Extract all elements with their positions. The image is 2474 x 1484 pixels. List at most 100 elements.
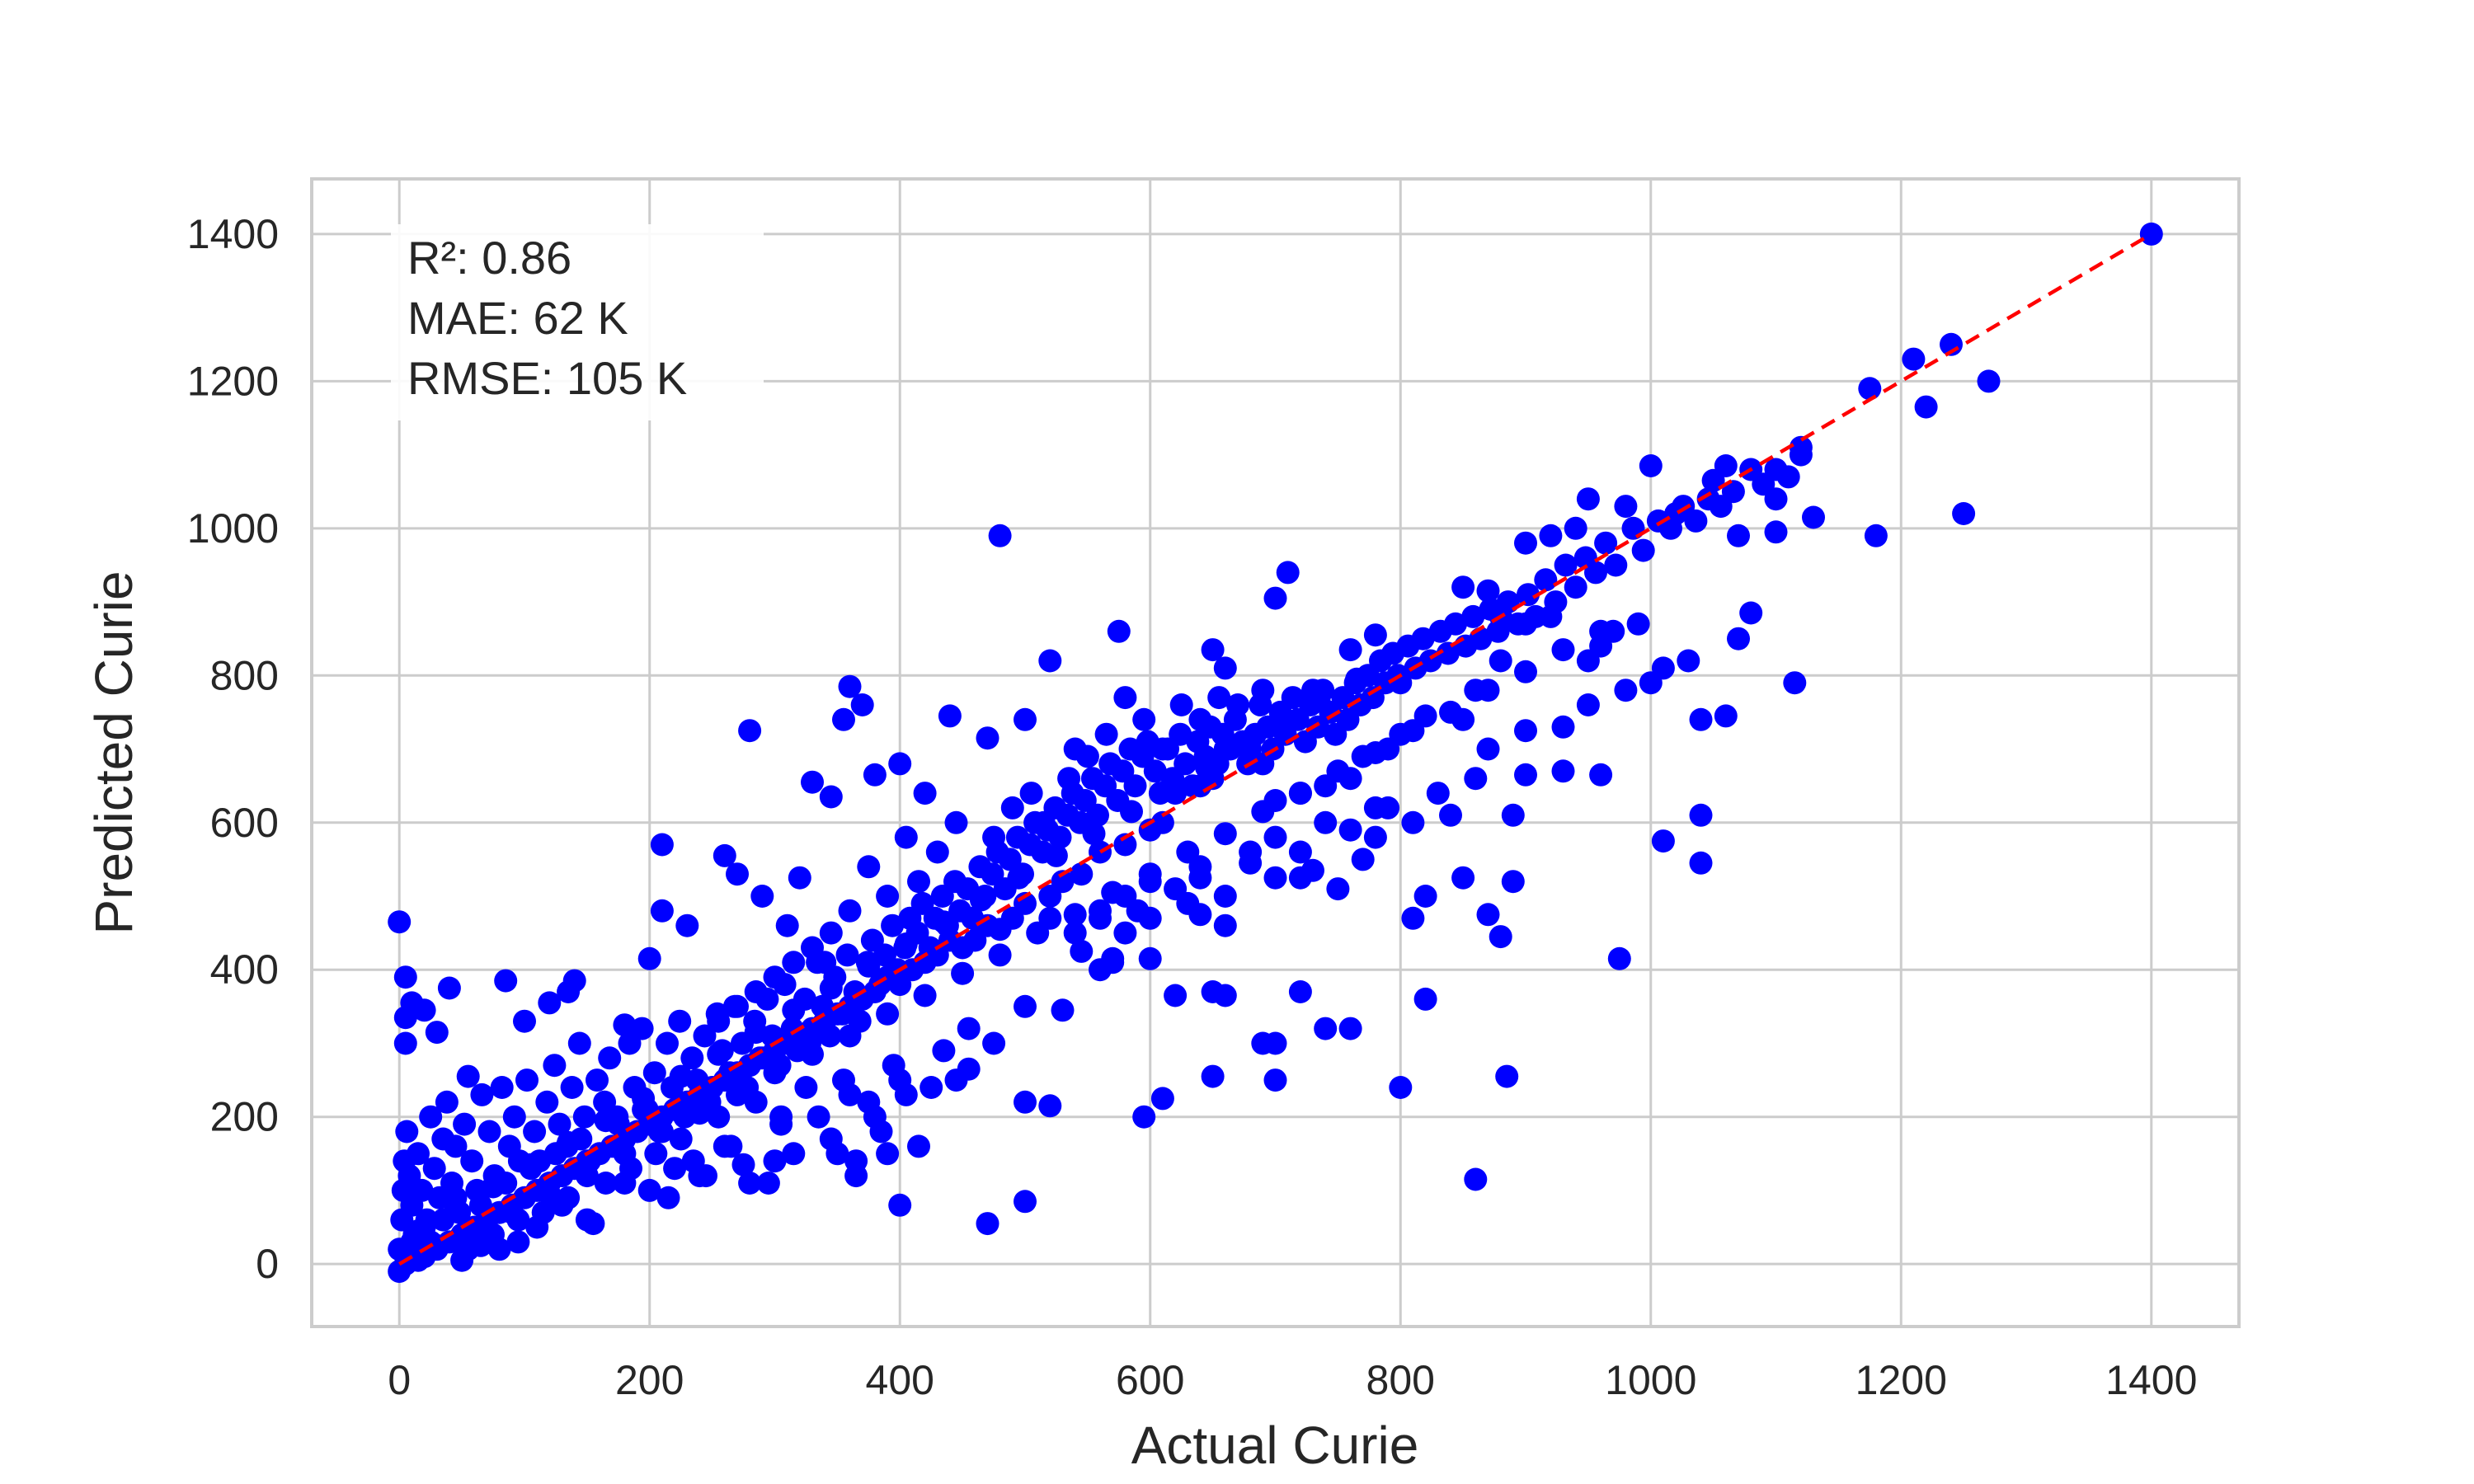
data-point — [1514, 719, 1537, 743]
data-point — [642, 1061, 666, 1085]
data-point — [838, 899, 862, 923]
data-point — [819, 976, 843, 1000]
data-point — [988, 943, 1012, 967]
data-point — [688, 1164, 712, 1188]
data-point — [1094, 722, 1118, 746]
data-point — [1164, 877, 1188, 901]
data-point — [572, 1105, 596, 1129]
data-point — [1639, 454, 1663, 477]
data-point — [1721, 480, 1745, 504]
data-point — [1089, 899, 1112, 923]
data-point — [519, 1157, 543, 1181]
data-point — [707, 1042, 731, 1066]
data-point — [523, 1120, 547, 1144]
data-point — [738, 719, 762, 743]
data-point — [1589, 763, 1613, 787]
data-point — [1032, 810, 1056, 834]
data-point — [1684, 509, 1708, 533]
x-tick-label: 1200 — [1856, 1357, 1947, 1403]
data-point — [1195, 755, 1218, 779]
data-point — [1464, 1167, 1488, 1191]
data-point — [1436, 641, 1460, 665]
data-point — [1007, 866, 1031, 890]
data-point — [744, 980, 768, 1003]
data-point — [693, 1024, 717, 1048]
r2-metric: R²: 0.86 — [407, 232, 571, 284]
data-point — [811, 994, 835, 1018]
data-point — [407, 1248, 430, 1272]
data-point — [525, 1215, 549, 1239]
data-point — [487, 1237, 511, 1261]
data-point — [1138, 946, 1162, 970]
data-point — [680, 1046, 704, 1070]
data-point — [1051, 998, 1075, 1022]
data-point — [598, 1046, 622, 1070]
data-point — [1858, 377, 1882, 401]
data-point — [1604, 553, 1628, 577]
data-point — [1181, 774, 1205, 798]
data-point — [644, 1142, 668, 1166]
data-point — [801, 936, 824, 960]
data-point — [1401, 906, 1425, 930]
data-point — [1138, 862, 1162, 886]
data-point — [444, 1186, 468, 1209]
rmse-metric: RMSE: 105 K — [407, 352, 687, 404]
data-point — [1564, 516, 1587, 540]
data-point — [1802, 505, 1825, 529]
data-point — [1038, 885, 1062, 908]
data-point — [1914, 395, 1938, 419]
data-point — [663, 1157, 687, 1181]
data-point — [726, 862, 749, 886]
data-point — [1554, 553, 1578, 577]
data-point — [1631, 538, 1655, 562]
data-point — [1413, 987, 1437, 1011]
data-point — [1063, 921, 1087, 945]
data-point — [1501, 803, 1525, 827]
data-point — [819, 921, 843, 945]
data-point — [825, 1142, 849, 1166]
data-point — [888, 752, 912, 776]
data-point — [1476, 579, 1500, 603]
data-point — [1338, 1017, 1362, 1040]
data-point — [957, 1017, 981, 1040]
data-point — [1401, 810, 1425, 834]
data-point — [613, 1172, 637, 1195]
data-point — [1014, 994, 1037, 1018]
data-point — [1086, 803, 1109, 827]
data-point — [1621, 516, 1645, 540]
data-point — [1363, 623, 1387, 647]
data-point — [669, 1127, 693, 1151]
data-point — [763, 1149, 787, 1173]
data-point — [1727, 524, 1750, 547]
data-point — [726, 994, 749, 1018]
grid-lines — [312, 179, 2239, 1327]
data-point — [1576, 649, 1600, 673]
data-point — [1476, 737, 1500, 761]
data-point — [419, 1105, 443, 1129]
data-point — [969, 888, 993, 912]
data-point — [1495, 1064, 1519, 1088]
data-point — [1174, 752, 1197, 776]
y-tick-label: 800 — [210, 652, 279, 698]
data-point — [794, 1076, 818, 1099]
data-point — [586, 1068, 609, 1092]
data-point — [1201, 1064, 1225, 1088]
reference-line — [398, 232, 2152, 1266]
data-point — [569, 1127, 593, 1151]
data-points — [388, 222, 2163, 1284]
data-point — [650, 1120, 674, 1144]
data-point — [468, 1233, 492, 1257]
data-point — [1107, 619, 1131, 643]
x-tick-label: 1400 — [2105, 1357, 2197, 1403]
data-point — [832, 707, 855, 731]
data-point — [1496, 590, 1520, 614]
data-point — [1326, 759, 1350, 783]
data-point — [1614, 495, 1638, 519]
data-point — [494, 969, 518, 993]
data-point — [1689, 851, 1713, 875]
data-point — [1363, 796, 1387, 819]
data-point — [1101, 946, 1125, 970]
data-point — [630, 1017, 654, 1040]
data-point — [1651, 656, 1675, 680]
data-point — [838, 1024, 862, 1048]
